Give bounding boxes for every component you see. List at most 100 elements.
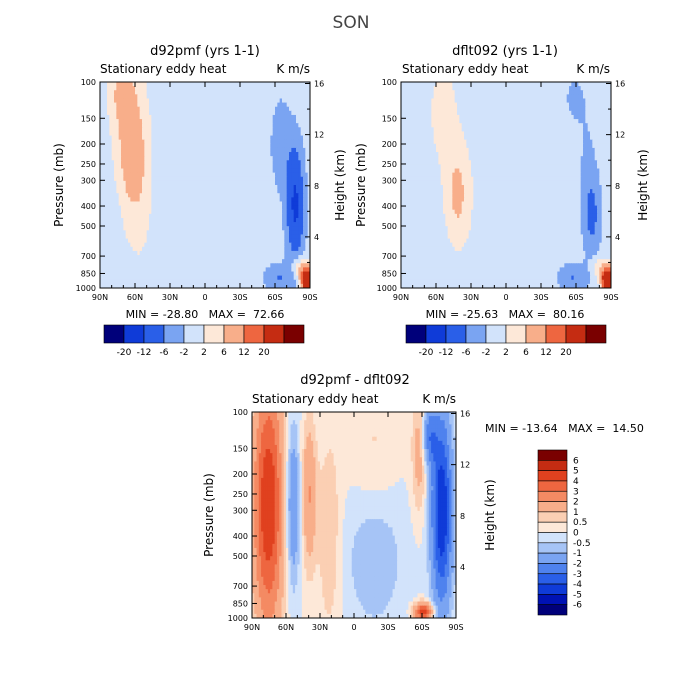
field-cell <box>170 205 173 211</box>
field-cell <box>172 127 176 133</box>
field-cell <box>202 114 206 120</box>
field-cell <box>461 94 465 100</box>
field-cell <box>240 185 243 190</box>
field-cell <box>240 172 243 178</box>
field-cell <box>207 156 211 161</box>
field-cell <box>601 94 605 100</box>
field-cell <box>174 250 178 256</box>
field-cell <box>125 242 129 248</box>
field-cell <box>256 172 260 178</box>
field-cell <box>209 275 213 281</box>
x-tick-label: 90N <box>92 293 108 302</box>
field-cell <box>195 263 199 268</box>
field-cell <box>464 98 467 104</box>
field-cell <box>307 201 310 207</box>
field-cell <box>132 90 136 95</box>
field-cell <box>128 185 131 190</box>
field-cell <box>261 172 264 178</box>
field-cell <box>109 106 113 112</box>
field-cell <box>233 250 236 256</box>
field-cell <box>258 119 262 124</box>
field-cell <box>107 168 110 174</box>
field-cell <box>221 275 225 281</box>
field-cell <box>506 94 509 100</box>
field-cell <box>123 230 127 236</box>
field-cell <box>102 230 106 236</box>
field-cell <box>305 102 309 108</box>
field-cell <box>247 164 250 170</box>
field-cell <box>137 213 141 219</box>
field-cell <box>545 82 549 87</box>
field-cell <box>149 147 152 153</box>
field-cell <box>170 82 173 87</box>
field-cell <box>212 271 215 277</box>
field-cell <box>160 139 164 145</box>
field-cell <box>228 131 232 137</box>
field-cell <box>114 102 117 108</box>
field-cell <box>151 127 155 133</box>
field-cell <box>137 143 141 149</box>
field-cell <box>181 164 185 170</box>
field-cell <box>291 255 295 260</box>
field-cell <box>153 98 157 104</box>
field-cell <box>202 110 206 116</box>
field-cell <box>606 94 610 100</box>
field-cell <box>114 271 117 277</box>
field-cell <box>170 98 173 104</box>
field-cell <box>191 106 194 112</box>
field-cell <box>214 226 218 231</box>
field-cell <box>209 98 213 104</box>
field-cell <box>200 197 204 203</box>
field-cell <box>275 234 278 240</box>
field-cell <box>174 205 178 211</box>
field-cell <box>256 189 260 194</box>
field-cell <box>244 164 248 170</box>
field-cell <box>221 139 225 145</box>
field-cell <box>172 172 176 178</box>
field-cell <box>209 86 213 91</box>
field-cell <box>188 226 192 231</box>
field-cell <box>142 94 145 100</box>
field-cell <box>177 246 180 252</box>
field-cell <box>184 139 187 145</box>
field-cell <box>291 238 295 244</box>
y-tick-label: 850 <box>81 269 96 278</box>
field-cell <box>286 222 290 227</box>
field-cell <box>268 197 271 203</box>
field-cell <box>111 114 115 120</box>
field-cell <box>265 226 269 231</box>
field-cell <box>121 180 124 186</box>
field-cell <box>163 209 166 215</box>
field-cell <box>230 90 234 95</box>
field-cell <box>223 110 227 116</box>
field-cell <box>123 114 127 120</box>
field-cell <box>116 234 120 240</box>
field-cell <box>200 176 204 182</box>
field-cell <box>221 267 225 273</box>
field-cell <box>209 230 213 236</box>
field-cell <box>107 230 110 236</box>
field-cell <box>242 152 246 157</box>
field-cell <box>184 217 187 223</box>
field-cell <box>172 267 176 273</box>
field-cell <box>193 143 197 149</box>
field-cell <box>424 90 428 95</box>
field-cell <box>244 86 248 91</box>
field-cell <box>244 152 248 157</box>
field-cell <box>405 90 409 95</box>
field-cell <box>303 222 306 227</box>
field-cell <box>139 176 143 182</box>
field-cell <box>181 110 185 116</box>
field-cell <box>174 164 178 170</box>
field-cell <box>209 234 213 240</box>
field-cell <box>114 189 117 194</box>
field-cell <box>184 143 187 149</box>
field-cell <box>305 152 309 157</box>
field-cell <box>177 94 180 100</box>
field-cell <box>135 156 138 161</box>
field-cell <box>149 279 152 285</box>
field-cell <box>128 172 131 178</box>
field-cell <box>132 147 136 153</box>
field-cell <box>403 82 407 87</box>
field-cell <box>102 172 106 178</box>
